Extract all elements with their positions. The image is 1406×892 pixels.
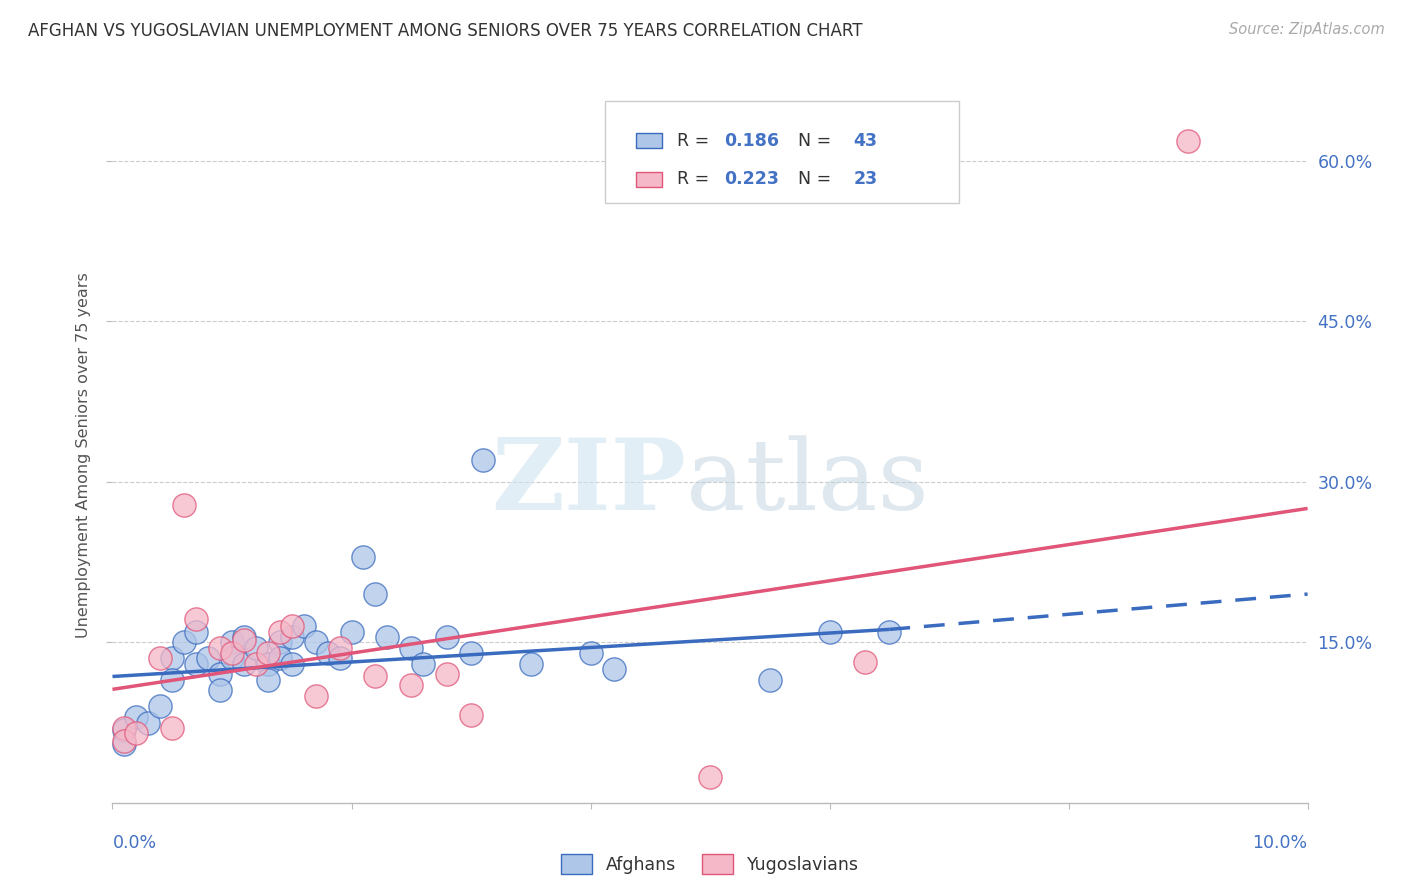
Point: [281, 657, 304, 671]
Point: [114, 723, 135, 737]
Text: N =: N =: [786, 131, 837, 150]
Point: [460, 708, 482, 723]
Point: [173, 635, 195, 649]
Text: 0.223: 0.223: [724, 170, 779, 188]
Point: [232, 630, 256, 644]
FancyBboxPatch shape: [605, 102, 959, 203]
Point: [855, 655, 877, 669]
Text: 0.186: 0.186: [724, 131, 779, 150]
Point: [340, 624, 363, 639]
Point: [125, 726, 148, 740]
Point: [579, 646, 602, 660]
Point: [436, 630, 458, 644]
Point: [1177, 134, 1199, 148]
Point: [149, 651, 172, 665]
Point: [125, 710, 148, 724]
Point: [162, 673, 183, 687]
Point: [221, 635, 243, 649]
FancyBboxPatch shape: [636, 133, 662, 148]
Text: atlas: atlas: [686, 435, 929, 531]
Point: [232, 657, 256, 671]
Point: [292, 619, 315, 633]
Point: [520, 657, 543, 671]
Text: N =: N =: [786, 170, 837, 188]
Point: [186, 612, 208, 626]
Point: [352, 549, 374, 564]
Point: [208, 640, 231, 655]
Point: [257, 673, 280, 687]
Point: [364, 669, 387, 683]
Point: [699, 770, 721, 784]
Point: [328, 640, 352, 655]
Point: [269, 651, 291, 665]
Text: AFGHAN VS YUGOSLAVIAN UNEMPLOYMENT AMONG SENIORS OVER 75 YEARS CORRELATION CHART: AFGHAN VS YUGOSLAVIAN UNEMPLOYMENT AMONG…: [28, 22, 863, 40]
Point: [208, 667, 231, 681]
Point: [269, 635, 291, 649]
Point: [412, 657, 434, 671]
Point: [173, 498, 195, 512]
Point: [328, 651, 352, 665]
Text: Source: ZipAtlas.com: Source: ZipAtlas.com: [1229, 22, 1385, 37]
Point: [281, 619, 304, 633]
Point: [304, 689, 326, 703]
Point: [208, 683, 231, 698]
Point: [186, 624, 208, 639]
Point: [257, 646, 280, 660]
Point: [186, 657, 208, 671]
Point: [603, 662, 626, 676]
Text: 0.0%: 0.0%: [112, 834, 156, 852]
Point: [114, 737, 135, 751]
Point: [818, 624, 841, 639]
Point: [138, 715, 160, 730]
Point: [162, 721, 183, 735]
Point: [245, 640, 267, 655]
Text: 23: 23: [853, 170, 877, 188]
Text: ZIP: ZIP: [491, 434, 686, 532]
Point: [436, 667, 458, 681]
Point: [257, 657, 280, 671]
Point: [162, 651, 183, 665]
Y-axis label: Unemployment Among Seniors over 75 years: Unemployment Among Seniors over 75 years: [76, 272, 91, 638]
Point: [759, 673, 782, 687]
Point: [401, 678, 423, 692]
Point: [364, 587, 387, 601]
FancyBboxPatch shape: [636, 172, 662, 187]
Point: [232, 633, 256, 648]
Point: [472, 453, 495, 467]
Point: [460, 646, 482, 660]
Text: 43: 43: [853, 131, 877, 150]
Point: [877, 624, 901, 639]
Point: [401, 640, 423, 655]
Point: [221, 651, 243, 665]
Text: R =: R =: [676, 131, 714, 150]
Point: [221, 646, 243, 660]
Point: [316, 646, 339, 660]
Point: [149, 699, 172, 714]
Point: [377, 630, 399, 644]
Point: [197, 651, 219, 665]
Legend: Afghans, Yugoslavians: Afghans, Yugoslavians: [554, 847, 866, 881]
Point: [304, 635, 326, 649]
Text: 10.0%: 10.0%: [1253, 834, 1308, 852]
Point: [114, 733, 135, 747]
Text: R =: R =: [676, 170, 714, 188]
Point: [269, 624, 291, 639]
Point: [245, 657, 267, 671]
Point: [114, 721, 135, 735]
Point: [281, 630, 304, 644]
